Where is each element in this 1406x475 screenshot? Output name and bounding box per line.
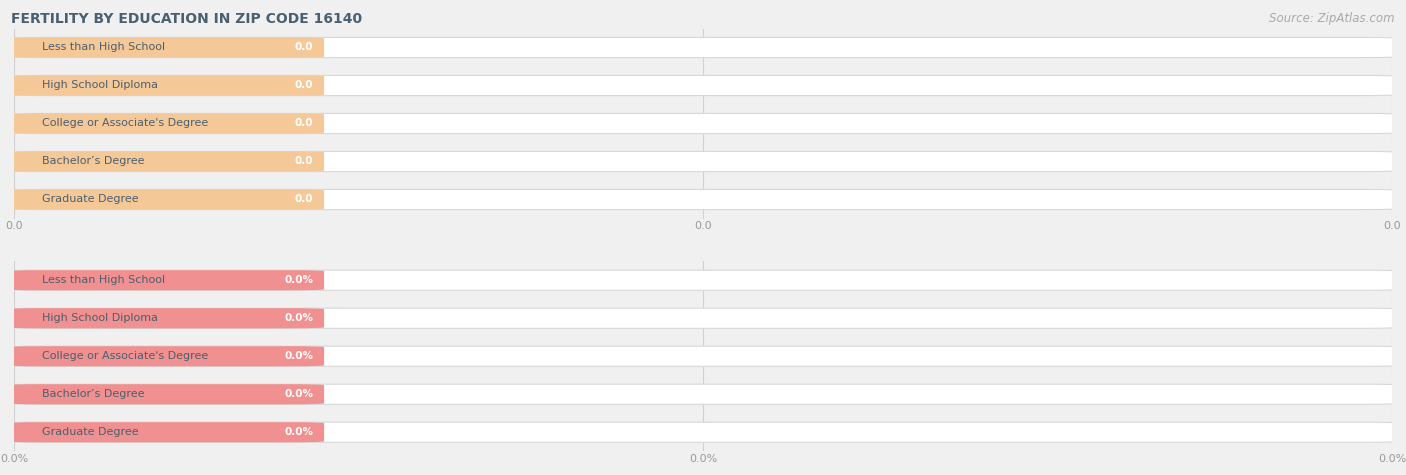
Text: 0.0%: 0.0%	[284, 351, 314, 361]
Text: 0.0: 0.0	[295, 156, 314, 167]
Text: College or Associate's Degree: College or Associate's Degree	[42, 118, 208, 129]
FancyBboxPatch shape	[7, 422, 1399, 442]
FancyBboxPatch shape	[7, 76, 325, 95]
FancyBboxPatch shape	[7, 152, 325, 171]
Text: Bachelor’s Degree: Bachelor’s Degree	[42, 389, 145, 399]
FancyBboxPatch shape	[7, 152, 1399, 171]
Text: FERTILITY BY EDUCATION IN ZIP CODE 16140: FERTILITY BY EDUCATION IN ZIP CODE 16140	[11, 12, 363, 26]
Text: 0.0: 0.0	[295, 42, 314, 53]
Text: Less than High School: Less than High School	[42, 42, 165, 53]
Text: High School Diploma: High School Diploma	[42, 313, 157, 323]
Text: 0.0%: 0.0%	[284, 313, 314, 323]
Text: 0.0%: 0.0%	[284, 389, 314, 399]
Text: Bachelor’s Degree: Bachelor’s Degree	[42, 156, 145, 167]
Text: Graduate Degree: Graduate Degree	[42, 194, 138, 205]
Text: 0.0%: 0.0%	[284, 275, 314, 285]
Text: 0.0%: 0.0%	[284, 427, 314, 437]
FancyBboxPatch shape	[7, 308, 1399, 328]
FancyBboxPatch shape	[7, 270, 1399, 290]
FancyBboxPatch shape	[7, 114, 1399, 133]
FancyBboxPatch shape	[7, 384, 1399, 404]
Text: 0.0: 0.0	[295, 118, 314, 129]
Text: College or Associate's Degree: College or Associate's Degree	[42, 351, 208, 361]
FancyBboxPatch shape	[7, 308, 325, 328]
Text: High School Diploma: High School Diploma	[42, 80, 157, 91]
Text: 0.0: 0.0	[295, 80, 314, 91]
Text: Graduate Degree: Graduate Degree	[42, 427, 138, 437]
FancyBboxPatch shape	[7, 76, 1399, 95]
FancyBboxPatch shape	[7, 346, 1399, 366]
FancyBboxPatch shape	[7, 346, 325, 366]
FancyBboxPatch shape	[7, 38, 325, 57]
FancyBboxPatch shape	[7, 114, 325, 133]
FancyBboxPatch shape	[7, 270, 325, 290]
Text: Source: ZipAtlas.com: Source: ZipAtlas.com	[1270, 12, 1395, 25]
FancyBboxPatch shape	[7, 422, 325, 442]
FancyBboxPatch shape	[7, 384, 325, 404]
FancyBboxPatch shape	[7, 38, 1399, 57]
Text: 0.0: 0.0	[295, 194, 314, 205]
FancyBboxPatch shape	[7, 190, 325, 209]
FancyBboxPatch shape	[7, 190, 1399, 209]
Text: Less than High School: Less than High School	[42, 275, 165, 285]
